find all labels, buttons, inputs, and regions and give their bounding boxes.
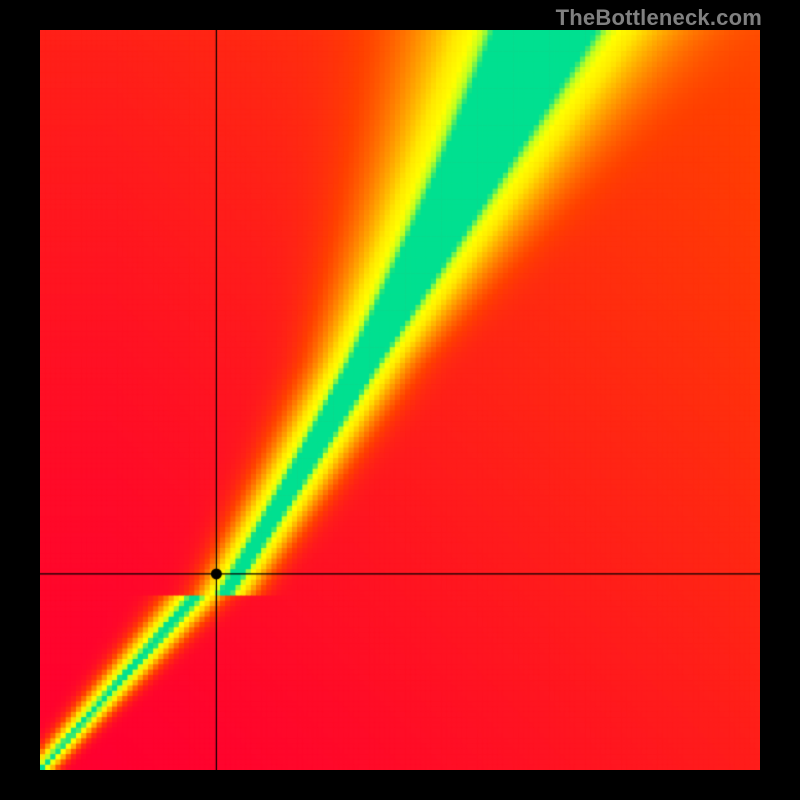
chart-frame: TheBottleneck.com (0, 0, 800, 800)
plot-area (40, 30, 760, 770)
heatmap-canvas (40, 30, 760, 770)
watermark-text: TheBottleneck.com (556, 5, 762, 31)
